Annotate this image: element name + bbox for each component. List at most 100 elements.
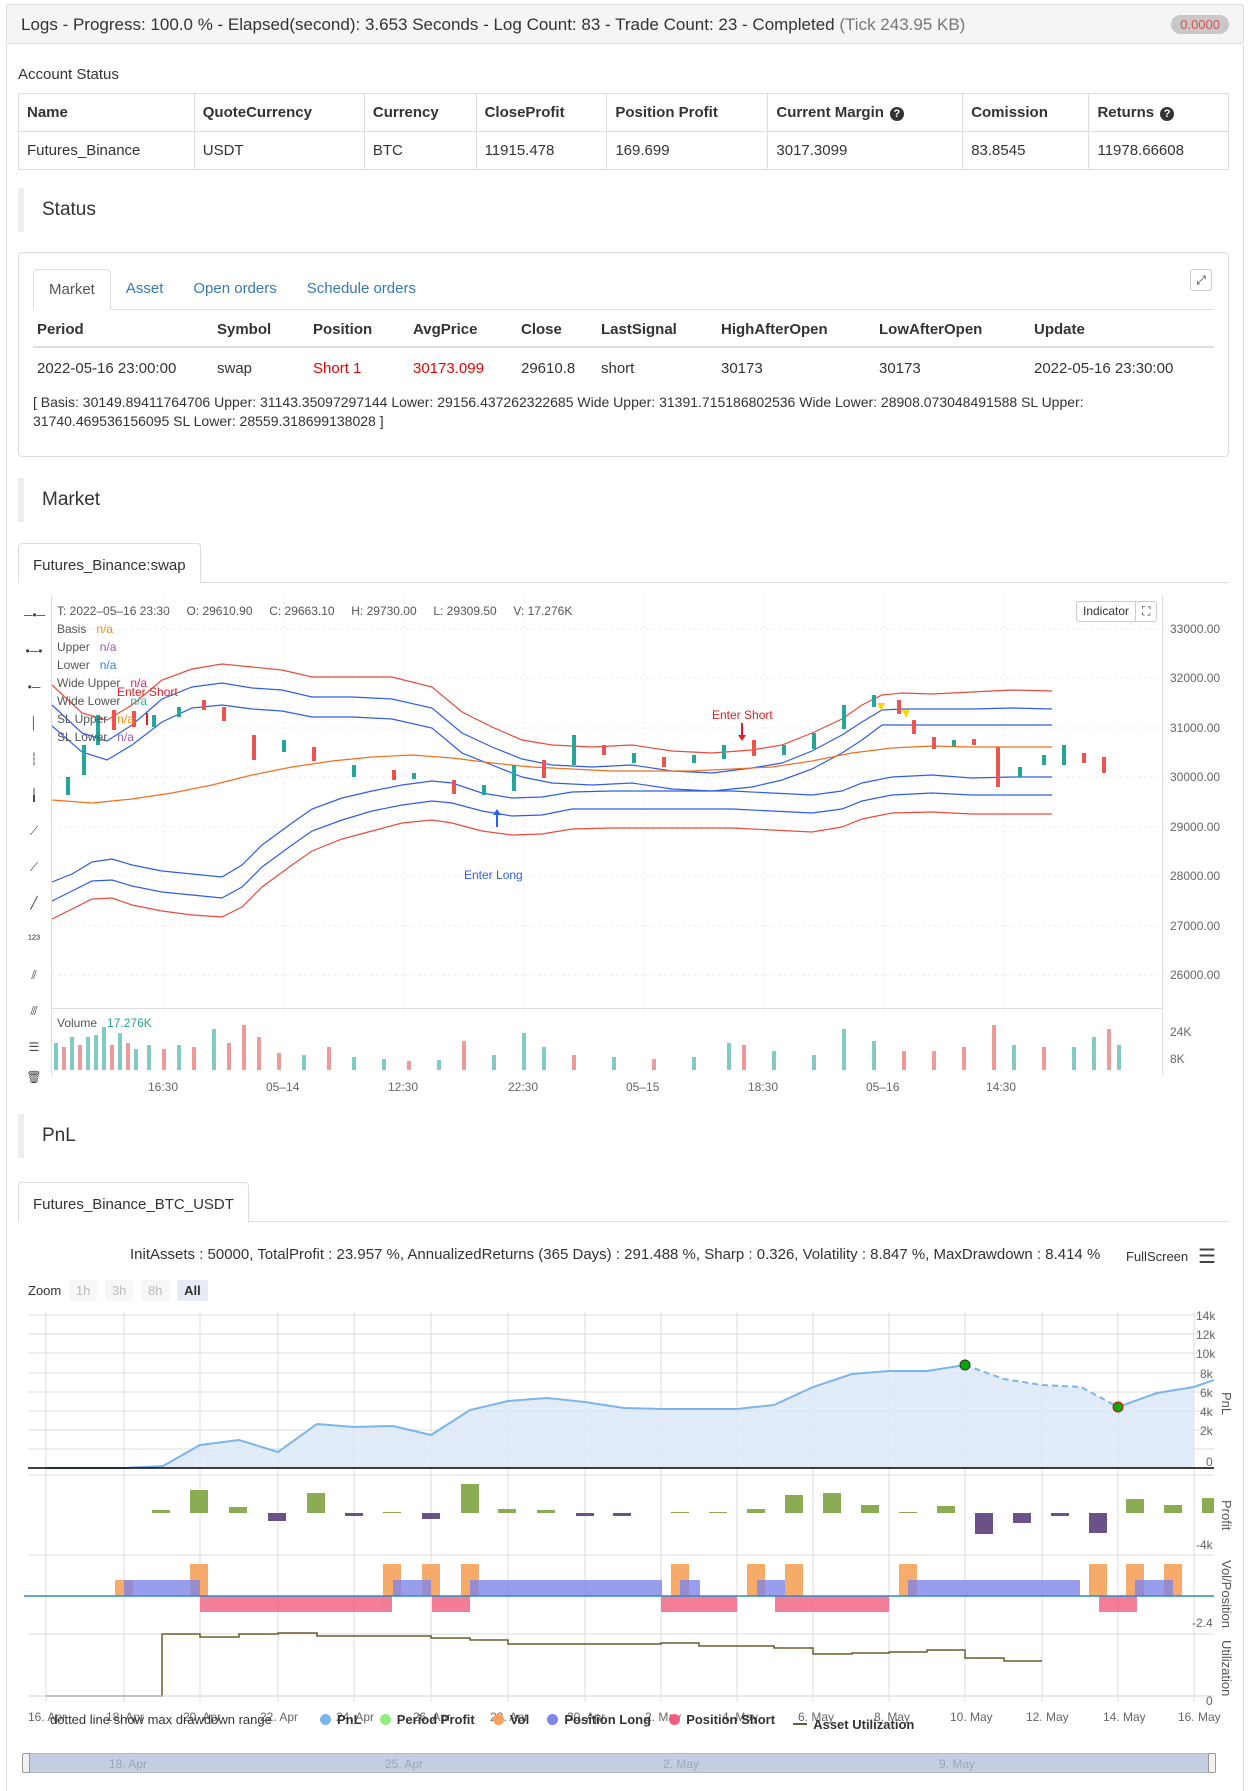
price-channel-icon[interactable]: ☰ (28, 1040, 40, 1054)
tick-size: (Tick 243.95 KB) (839, 15, 966, 34)
content-frame (6, 44, 1244, 1791)
legend-position-long[interactable]: Position Long (547, 1712, 651, 1727)
volume-divider (52, 1008, 1162, 1009)
pnl-legend: PnL Period Profit Vol Position Long Posi… (320, 1712, 928, 1732)
fullscreen-button[interactable]: FullScreen (1126, 1249, 1189, 1264)
trend-line-icon[interactable]: ⟋ (29, 824, 39, 838)
axis-title-profit: Profit (1219, 1500, 1234, 1531)
market-header-row: Period Symbol Position AvgPrice Close La… (33, 313, 1214, 348)
vertical-line-icon[interactable]: │ (30, 716, 38, 730)
legend-sl-lower: SL Lower n/a (57, 730, 134, 744)
market-title: Market (18, 478, 418, 522)
trash-icon[interactable]: 🗑 (26, 1070, 42, 1084)
segment-icon[interactable]: •─ (27, 680, 41, 694)
y-axis-line (1162, 595, 1163, 1075)
navigator-left-handle[interactable] (22, 1753, 30, 1773)
account-table: Name QuoteCurrency Currency CloseProfit … (18, 93, 1229, 170)
legend-asset-utilization[interactable]: Asset Utilization (793, 1717, 914, 1732)
volume-bars (54, 1025, 1121, 1070)
zoom-all-button[interactable]: All (177, 1280, 208, 1301)
market-row: 2022-05-16 23:00:00 swap Short 1 30173.0… (33, 347, 1214, 389)
market-tab-line (18, 582, 1229, 583)
col-close-profit: CloseProfit (475, 93, 608, 132)
logs-header: Logs - Progress: 100.0 % - Elapsed(secon… (6, 4, 1244, 44)
tab-futures-binance-swap[interactable]: Futures_Binance:swap (18, 543, 201, 583)
market-status-table: Period Symbol Position AvgPrice Close La… (33, 313, 1214, 389)
range-navigator[interactable]: 18. Apr 25. Apr 2. May 9. May (28, 1753, 1212, 1773)
pnl-tab-line (18, 1221, 1229, 1222)
tab-futures-binance-btc-usdt[interactable]: Futures_Binance_BTC_USDT (18, 1182, 249, 1222)
drawing-toolbar: ─•─ •─• •─ │ ┆ ╽ ⟋ ⟋ ╱ ¹²³ ⫽ ⫻ ☰ 🗑 (24, 605, 46, 1087)
legend-position-short[interactable]: Position Short (669, 1712, 775, 1727)
pnl-title: PnL (18, 1114, 418, 1158)
legend-upper: Upper n/a (57, 640, 117, 654)
pnl-summary: InitAssets : 50000, TotalProfit : 23.957… (130, 1246, 1101, 1263)
volume-legend: Volume 17.276K (57, 1016, 152, 1030)
price-line-icon[interactable]: ¹²³ (28, 932, 40, 946)
logs-status: Logs - Progress: 100.0 % - Elapsed(secon… (21, 15, 966, 34)
horizontal-line-icon[interactable]: ─•─ (24, 608, 46, 622)
col-quote-currency: QuoteCurrency (193, 93, 365, 132)
parallel-channel-icon[interactable]: ⫽ (31, 968, 37, 982)
ohlc-readout: T: 2022–05–16 23:30 O: 29610.90 C: 29663… (57, 604, 573, 618)
avg-price-value: 30173.099 (413, 360, 484, 377)
straight-line-icon[interactable]: ╱ (30, 896, 38, 910)
menu-icon[interactable]: ☰ (1198, 1246, 1216, 1268)
legend-basis: Basis n/a (57, 622, 114, 636)
col-name: Name (18, 93, 195, 132)
axis-title-utilization: Utilization (1219, 1640, 1234, 1697)
expand-icon[interactable]: ⤢ (1190, 269, 1212, 291)
legend-wide-lower: Wide Lower n/a (57, 694, 148, 708)
vertical-ray-icon[interactable]: ╽ (30, 788, 38, 802)
toolbar-divider (51, 595, 52, 1075)
tab-asset[interactable]: Asset (125, 280, 164, 297)
axis-title-pnl: PnL (1219, 1392, 1234, 1416)
zoom-1h-button[interactable]: 1h (68, 1280, 98, 1301)
price-plot: Enter Short Enter Short Enter Long (52, 595, 1182, 1015)
legend-sl-upper: SL Upper n/a (57, 712, 134, 726)
col-returns: Returns? (1088, 93, 1229, 132)
legend-lower: Lower n/a (57, 658, 117, 672)
indicator-legend: Basis n/a Upper n/a Lower n/a Wide Upper… (57, 620, 147, 746)
zoom-3h-button[interactable]: 3h (104, 1280, 134, 1301)
svg-text:Enter Short: Enter Short (712, 708, 773, 722)
svg-text:Enter Short: Enter Short (117, 685, 178, 699)
account-header-row: Name QuoteCurrency Currency CloseProfit … (18, 93, 1229, 132)
candlestick-chart[interactable]: ─•─ •─• •─ │ ┆ ╽ ⟋ ⟋ ╱ ¹²³ ⫽ ⫻ ☰ 🗑 T: 20… (18, 595, 1229, 1100)
col-position-profit: Position Profit (606, 93, 769, 132)
tab-schedule-orders[interactable]: Schedule orders (306, 280, 416, 297)
legend-pnl[interactable]: PnL (320, 1712, 362, 1727)
status-tabs: Market Asset Open orders Schedule orders (33, 269, 1214, 310)
svg-text:Enter Long: Enter Long (464, 868, 523, 882)
tab-open-orders[interactable]: Open orders (193, 280, 277, 297)
legend-period-profit[interactable]: Period Profit (379, 1712, 475, 1727)
tab-market[interactable]: Market (33, 269, 111, 310)
logs-badge: 0.0000 (1171, 15, 1229, 34)
position-value: Short 1 (313, 360, 362, 377)
status-title: Status (18, 188, 418, 232)
drawdown-note: dotted line show max drawdown range (50, 1712, 272, 1727)
col-currency: Currency (363, 93, 477, 132)
navigator-right-handle[interactable] (1208, 1753, 1216, 1773)
legend-wide-upper: Wide Upper n/a (57, 676, 148, 690)
help-icon[interactable]: ? (1160, 107, 1175, 121)
account-status-label: Account Status (18, 66, 119, 83)
vertical-segment-icon[interactable]: ┆ (30, 752, 38, 766)
indicator-button[interactable]: Indicator ⛶ (1076, 601, 1158, 622)
axis-title-vol-position: Vol/Position (1219, 1560, 1234, 1628)
fullscreen-icon[interactable]: ⛶ (1135, 602, 1156, 621)
indicator-values: [ Basis: 30149.89411764706 Upper: 31143.… (33, 394, 1084, 429)
fibonacci-icon[interactable]: ⫻ (30, 1004, 38, 1018)
pnl-chart[interactable] (24, 1312, 1214, 1702)
zoom-controls: Zoom 1h 3h 8h All (28, 1280, 208, 1301)
col-commission: Comission (962, 93, 1090, 132)
zoom-8h-button[interactable]: 8h (141, 1280, 170, 1301)
col-current-margin: Current Margin? (767, 93, 964, 132)
legend-vol[interactable]: Vol (492, 1712, 529, 1727)
candles (66, 695, 1106, 795)
account-row: Futures_Binance USDT BTC 11915.478 169.6… (18, 131, 1229, 170)
help-icon[interactable]: ? (889, 107, 904, 121)
ray-line-icon[interactable]: ⟋ (29, 860, 39, 874)
status-panel: Market Asset Open orders Schedule orders… (18, 252, 1229, 457)
horizontal-ray-icon[interactable]: •─• (25, 644, 43, 658)
